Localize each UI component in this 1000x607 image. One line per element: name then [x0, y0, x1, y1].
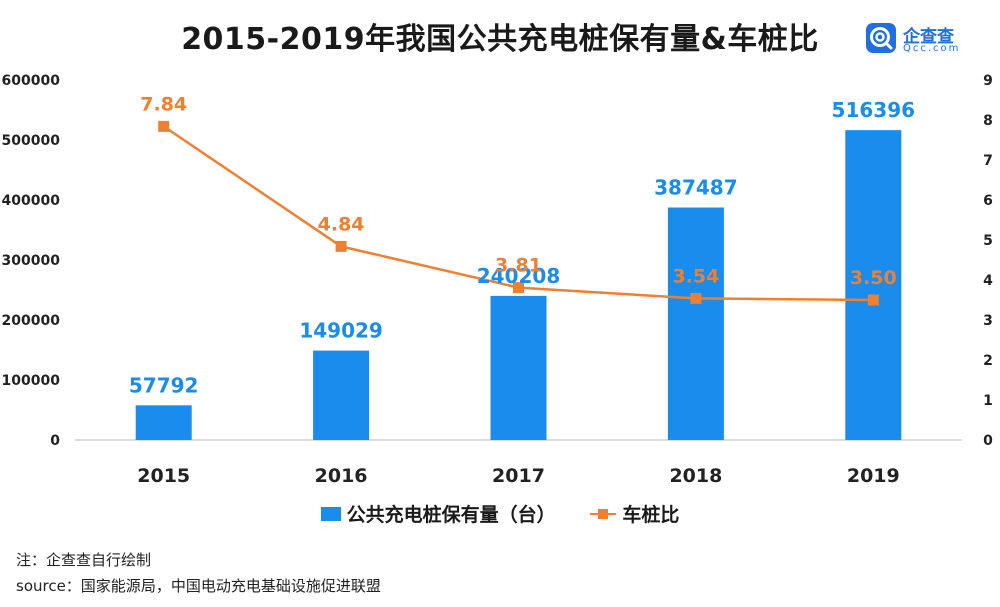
y-right-tick-label: 3	[983, 313, 993, 329]
y-right-tick-label: 1	[983, 393, 993, 409]
x-tick-label: 2019	[847, 465, 900, 487]
bar-value-label: 516396	[832, 98, 916, 122]
line-point	[335, 240, 347, 252]
y-left-tick-label: 200000	[2, 313, 61, 329]
line-value-label: 3.54	[672, 265, 719, 287]
y-left-tick-label: 0	[50, 433, 60, 449]
legend-item-bar: 公共充电桩保有量（台）	[320, 500, 556, 527]
y-right-tick-label: 8	[983, 113, 993, 129]
legend: 公共充电桩保有量（台） 车桩比	[0, 500, 1000, 527]
chart-title: 2015-2019年我国公共充电桩保有量&车桩比	[181, 22, 819, 57]
x-tick-label: 2016	[315, 465, 368, 487]
bar-value-label: 149029	[299, 319, 383, 343]
y-right-tick-label: 2	[983, 353, 993, 369]
y-right-tick-label: 0	[983, 433, 993, 449]
y-right-tick-label: 6	[983, 193, 993, 209]
qcc-logo-icon	[866, 23, 896, 53]
legend-bar-label: 公共充电桩保有量（台）	[346, 504, 556, 526]
bar-value-label: 387487	[654, 176, 738, 200]
bar	[135, 405, 192, 440]
y-left-tick-label: 500000	[2, 133, 61, 149]
x-tick-label: 2017	[492, 465, 545, 487]
line-point	[867, 294, 879, 306]
legend-item-line: 车桩比	[590, 500, 679, 527]
x-tick-label: 2015	[137, 465, 190, 487]
line-value-label: 3.81	[495, 255, 542, 277]
data-labels: 57792 149029 240208 387487 516396 7.84 4.84 3.8…	[129, 93, 915, 397]
axes: 0 100000 200000 300000 400000 500000 600000 0 1 2…	[2, 73, 994, 487]
combo-chart: 0 100000 200000 300000 400000 500000 600000 0 1 2…	[2, 73, 994, 487]
bar	[845, 130, 902, 440]
legend-line-label: 车桩比	[622, 504, 680, 526]
line-point	[690, 292, 702, 304]
qcc-logo: 企查查 Qcc.com	[865, 20, 985, 60]
line-point	[513, 282, 524, 294]
y-right-tick-label: 5	[983, 233, 993, 249]
logo-name: 企查查	[903, 27, 954, 47]
footnote-source: source：国家能源局，中国电动充电基础设施促进联盟	[16, 577, 381, 595]
y-left-tick-label: 300000	[2, 253, 61, 269]
bar	[490, 295, 547, 440]
bar	[667, 207, 724, 440]
logo-sub: Qcc.com	[903, 43, 961, 54]
bar-series	[135, 130, 902, 440]
line-value-label: 7.84	[140, 93, 187, 115]
bar-value-label: 57792	[129, 373, 199, 397]
x-tick-label: 2018	[669, 465, 722, 487]
y-left-tick-label: 100000	[2, 373, 61, 389]
line-point	[158, 120, 170, 132]
y-right-tick-label: 7	[983, 153, 993, 169]
line-series	[158, 120, 879, 306]
legend-bar-swatch	[320, 506, 341, 521]
y-right-tick-label: 9	[983, 73, 993, 89]
line-value-label: 3.50	[850, 267, 897, 289]
footnote-note: 注：企查查自行绘制	[16, 551, 152, 569]
y-left-tick-label: 400000	[2, 193, 61, 209]
y-right-tick-label: 4	[983, 273, 993, 289]
legend-line-swatch	[590, 507, 617, 521]
bar	[313, 350, 370, 440]
line-value-label: 4.84	[318, 213, 365, 235]
bar-value-label: 240208	[477, 264, 561, 288]
y-left-tick-label: 600000	[2, 73, 61, 89]
